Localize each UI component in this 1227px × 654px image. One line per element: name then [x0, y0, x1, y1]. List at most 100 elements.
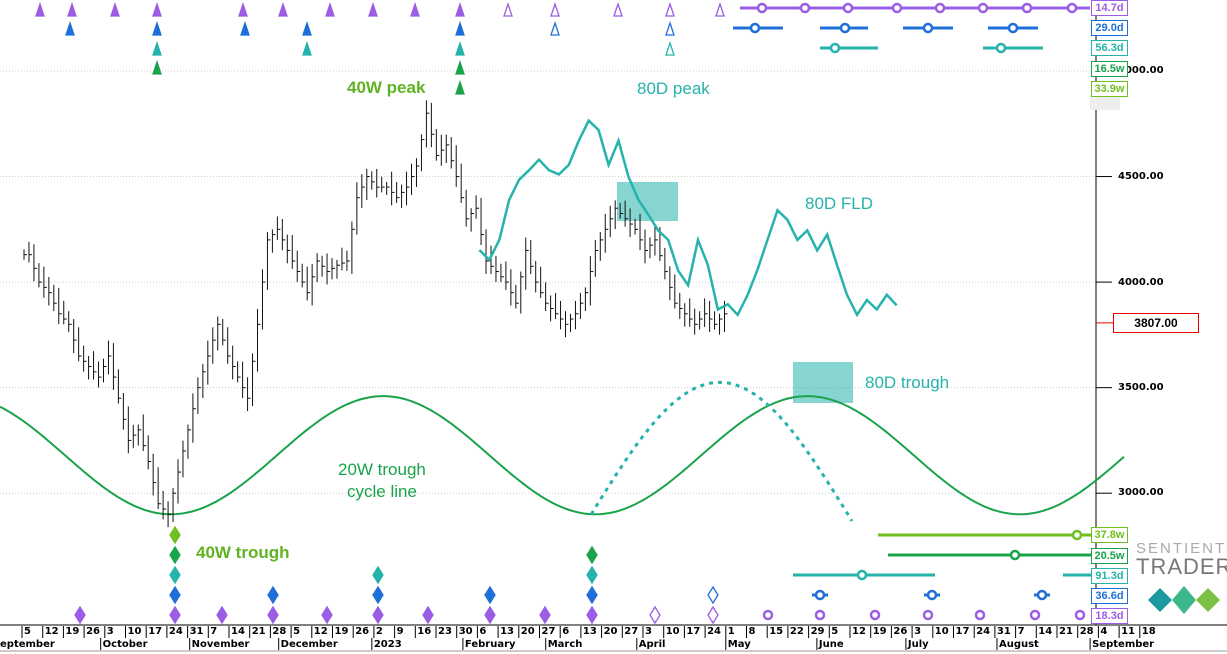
annotation-80d-peak: 80D peak — [637, 79, 710, 98]
x-tick-label: 13 — [500, 626, 515, 637]
cycle-box-91d[interactable]: 91.3d — [1091, 568, 1128, 584]
x-tick-label: 23 — [438, 626, 452, 637]
peak-marker-icon — [325, 1, 335, 17]
annotation-40w-peak: 40W peak — [347, 78, 426, 97]
trough-marker-icon — [707, 605, 719, 625]
logo-mark-icon — [1148, 586, 1220, 614]
y-tick-label: 4000.00 — [1118, 277, 1164, 288]
cycle-projection-91d-node — [856, 569, 868, 581]
cycle-projection-36-6d-node — [926, 589, 938, 601]
cycle-box-36-6d[interactable]: 36.6d — [1091, 588, 1128, 604]
x-tick-label: 10 — [127, 626, 142, 637]
y-tick-label: 3000.00 — [1118, 487, 1164, 498]
peak-marker-icon — [715, 1, 725, 17]
x-tick-label: 31 — [189, 626, 204, 637]
trough-marker-icon — [539, 605, 551, 625]
x-tick-label: 10 — [934, 626, 949, 637]
x-tick-label: 21 — [1059, 626, 1073, 637]
x-tick-label: 2 — [375, 626, 383, 637]
cycle-line-20w — [0, 395, 1125, 516]
annotation-40w-trough: 40W trough — [196, 543, 290, 562]
cycle-node-18-3d — [1074, 609, 1086, 621]
month-label: 2023 — [373, 639, 402, 650]
cycle-box-56d[interactable]: 56.3d — [1091, 40, 1128, 56]
peak-marker-icon — [665, 40, 675, 56]
projected-cycle-arc — [589, 380, 854, 522]
cycle-box-33-9w[interactable]: 33.9w — [1091, 81, 1128, 97]
peak-marker-icon — [35, 1, 45, 17]
x-tick-label: 12 — [313, 626, 328, 637]
x-tick-label: 26 — [355, 626, 370, 637]
annotation-80d-trough: 80D trough — [865, 373, 950, 392]
x-tick-label: 3 — [914, 626, 922, 637]
cycle-projection-56d-node — [829, 42, 841, 54]
month-label: May — [727, 639, 751, 650]
x-tick-label: 16 — [417, 626, 432, 637]
cycle-box-18-3d[interactable]: 18.3d — [1091, 608, 1128, 624]
month-label: March — [547, 639, 583, 650]
cycle-box-16-5w[interactable]: 16.5w — [1091, 61, 1128, 77]
x-tick-label: 27 — [541, 626, 556, 637]
trough-marker-icon — [321, 605, 333, 625]
cycle-projection-36-6d-node — [1036, 589, 1048, 601]
x-tick-label: 12 — [852, 626, 866, 637]
x-tick-label: 24 — [976, 626, 991, 637]
cycle-node — [934, 2, 946, 14]
x-tick-label: 30 — [458, 626, 473, 637]
x-tick-label: 24 — [707, 626, 722, 637]
x-tick-label: 5 — [24, 626, 31, 637]
x-tick-label: 5 — [831, 626, 839, 637]
peak-marker-icon — [302, 20, 312, 36]
annotation-80d-fld: 80D FLD — [805, 194, 874, 213]
cycle-box-14-7d[interactable]: 14.7d — [1091, 0, 1128, 16]
peak-marker-icon — [110, 1, 120, 17]
cycle-box-37-8w[interactable]: 37.8w — [1091, 527, 1128, 543]
peak-marker-icon — [665, 1, 675, 17]
x-tick-label: 17 — [148, 626, 163, 637]
current-price-tag: 3807.00 — [1113, 313, 1199, 333]
y-tick-label: 5000.00 — [1118, 65, 1164, 76]
trough-marker-icon — [707, 585, 719, 605]
x-tick-label: 28 — [272, 626, 287, 637]
peak-marker-icon — [613, 1, 623, 17]
trough-marker-icon — [372, 565, 384, 585]
cycle-node-18-3d — [1029, 609, 1041, 621]
cycle-box-20-5w[interactable]: 20.5w — [1091, 548, 1128, 564]
x-tick-label: 7 — [1017, 626, 1025, 637]
month-label: February — [464, 639, 516, 650]
x-tick-label: 20 — [520, 626, 535, 637]
month-label: July — [907, 639, 929, 650]
x-tick-label: 20 — [603, 626, 618, 637]
peak-marker-icon — [455, 20, 465, 36]
cycle-projection-36-6d-node — [814, 589, 826, 601]
month-label: eptember — [0, 639, 55, 650]
peak-marker-icon — [503, 1, 513, 17]
trough-marker-icon — [422, 605, 434, 625]
trough-marker-icon — [484, 605, 496, 625]
trough-marker-icon — [267, 585, 279, 605]
peak-marker-icon — [278, 1, 288, 17]
trough-marker-icon — [586, 565, 598, 585]
x-tick-label: 5 — [293, 626, 301, 637]
cycle-projection-29d-node — [1007, 22, 1019, 34]
trough-marker-icon — [586, 605, 598, 625]
peak-marker-icon — [550, 20, 560, 36]
x-tick-label: 26 — [893, 626, 908, 637]
x-tick-label: 29 — [810, 626, 825, 637]
trough-marker-icon — [267, 605, 279, 625]
cycle-projection-29d-node — [749, 22, 761, 34]
trough-marker-icon — [74, 605, 86, 625]
trough-marker-icon — [484, 585, 496, 605]
x-tick-label: 12 — [44, 626, 59, 637]
cycle-node — [756, 2, 768, 14]
x-tick-label: 31 — [996, 626, 1011, 637]
peak-marker-icon — [455, 40, 465, 56]
x-tick-label: 13 — [582, 626, 597, 637]
trough-marker-icon — [586, 585, 598, 605]
x-tick-label: 14 — [1038, 626, 1053, 637]
cycle-box-29d[interactable]: 29.0d — [1091, 20, 1128, 36]
x-tick-label: 17 — [955, 626, 970, 637]
trough-marker-icon — [169, 605, 181, 625]
x-tick-label: 19 — [872, 626, 887, 637]
